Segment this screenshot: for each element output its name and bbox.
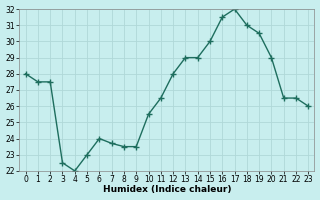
X-axis label: Humidex (Indice chaleur): Humidex (Indice chaleur) xyxy=(103,185,231,194)
